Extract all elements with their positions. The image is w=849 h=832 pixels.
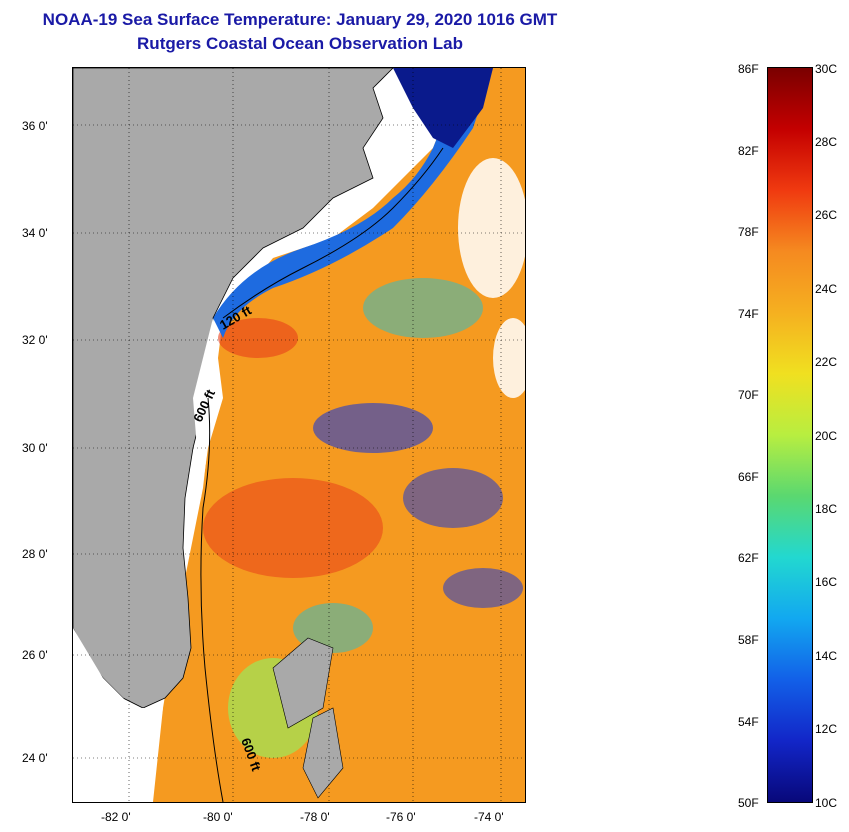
colorbar-c-label: 22C [815, 355, 838, 369]
temperature-colorbar [767, 67, 813, 803]
colorbar-f-label: 50F [738, 796, 759, 810]
cool-patch [363, 278, 483, 338]
colorbar-f-label: 86F [738, 62, 759, 76]
colorbar-c-label: 24C [815, 282, 838, 296]
nodata-gulf [73, 628, 163, 802]
colorbar-f-label: 66F [738, 470, 759, 484]
island [272, 637, 334, 729]
no-data-patch [458, 158, 525, 298]
chart-title: NOAA-19 Sea Surface Temperature: January… [42, 10, 558, 29]
lon-label: -82 0' [101, 810, 131, 824]
colorbar-c-label: 12C [815, 722, 838, 736]
colorbar-c-label: 20C [815, 429, 838, 443]
lat-label: 36 0' [22, 119, 48, 133]
lat-label: 34 0' [22, 226, 48, 240]
colorbar-c-label: 14C [815, 649, 838, 663]
nodata-shelf [193, 318, 223, 498]
chart-subtitle: Rutgers Coastal Ocean Observation Lab [137, 34, 463, 53]
lat-label: 26 0' [22, 648, 48, 662]
colorbar-f-label: 54F [738, 715, 759, 729]
colorbar-f-label: 74F [738, 307, 759, 321]
lat-label: 30 0' [22, 441, 48, 455]
cold-coastal-band [213, 68, 493, 338]
cool-patch [313, 403, 433, 453]
colorbar-c-label: 16C [815, 575, 838, 589]
colorbar-f-label: 58F [738, 633, 759, 647]
colorbar-c-label: 18C [815, 502, 838, 516]
warm-patch [218, 318, 298, 358]
sst-map: 120 ft 600 ft 600 ft [72, 67, 526, 803]
colorbar-f-label: 70F [738, 388, 759, 402]
lat-label: 32 0' [22, 333, 48, 347]
colorbar-c-label: 28C [815, 135, 838, 149]
colorbar-f-label: 78F [738, 225, 759, 239]
colorbar-c-label: 26C [815, 208, 838, 222]
lon-label: -74 0' [474, 810, 504, 824]
cool-patch [443, 568, 523, 608]
no-data-patch [493, 318, 525, 398]
sst-map-graphic: 120 ft 600 ft 600 ft [73, 68, 525, 802]
lon-label: -76 0' [386, 810, 416, 824]
colorbar-c-label: 30C [815, 62, 838, 76]
gulf-stream-warm-core [203, 478, 383, 578]
lon-label: -78 0' [300, 810, 330, 824]
contour-120ft [222, 147, 444, 319]
cool-patch [403, 468, 503, 528]
colorbar-f-label: 82F [738, 144, 759, 158]
lon-label: -80 0' [203, 810, 233, 824]
lat-label: 28 0' [22, 547, 48, 561]
colorbar-c-label: 10C [815, 796, 838, 810]
island [302, 707, 344, 799]
lat-label: 24 0' [22, 751, 48, 765]
cold-inner-shelf [393, 68, 493, 148]
contour-600ft [200, 397, 224, 802]
colorbar-f-label: 62F [738, 551, 759, 565]
lat-lon-grid [73, 68, 525, 802]
